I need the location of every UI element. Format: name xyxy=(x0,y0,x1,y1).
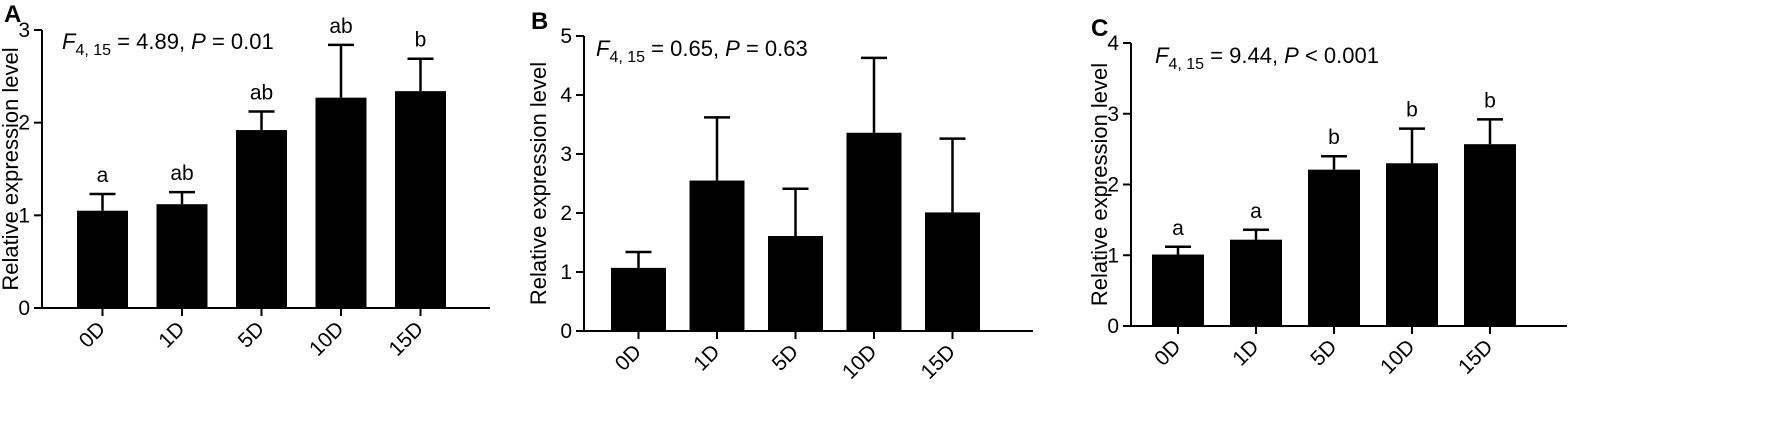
bar xyxy=(846,132,902,331)
bar xyxy=(611,267,666,331)
significance-letter: ab xyxy=(170,162,193,185)
panel-b: B F4, 15 = 0.65, P = 0.63 Relative express… xyxy=(526,8,1033,384)
x-tick-label: 5D xyxy=(1306,335,1341,370)
x-tick-label: 10D xyxy=(838,340,882,384)
bar xyxy=(236,130,287,308)
x-tick-label: 15D xyxy=(385,317,429,361)
x-tick-label: 1D xyxy=(1228,335,1263,370)
bar xyxy=(77,210,128,308)
x-tick-label: 1D xyxy=(689,340,724,375)
bar xyxy=(689,180,745,331)
x-tick-label: 1D xyxy=(154,317,189,352)
y-tick-label: 1 xyxy=(560,261,572,284)
y-axis-title: Relative expression level xyxy=(0,47,23,290)
y-tick-label: 5 xyxy=(560,25,572,48)
y-tick-label: 4 xyxy=(1107,32,1119,55)
panel-c: C F4, 15 = 9.44, P < 0.001 Relative expres… xyxy=(1087,15,1567,379)
stat-annotation: F4, 15 = 0.65, P = 0.63 xyxy=(596,36,808,66)
stat-annotation: F4, 15 = 4.89, P = 0.01 xyxy=(62,29,274,59)
significance-letter: b xyxy=(415,29,427,52)
significance-letter: b xyxy=(1328,126,1340,149)
y-tick-label: 2 xyxy=(1107,174,1119,197)
significance-letter: ab xyxy=(329,15,352,38)
y-tick-label: 0 xyxy=(18,297,30,320)
bar xyxy=(768,236,823,331)
y-tick-label: 2 xyxy=(560,202,572,225)
bar xyxy=(925,212,980,331)
significance-letter: b xyxy=(1406,99,1418,122)
y-axis-title: Relative expression level xyxy=(526,62,551,305)
bar xyxy=(1464,144,1516,326)
bar xyxy=(315,97,367,308)
bar xyxy=(1230,239,1282,326)
x-tick-label: 15D xyxy=(917,340,961,384)
y-tick-label: 2 xyxy=(18,112,30,135)
bar xyxy=(156,204,208,308)
y-tick-label: 1 xyxy=(1107,244,1119,267)
significance-letter: ab xyxy=(250,82,273,105)
y-axis-title: Relative expression level xyxy=(1087,63,1112,306)
x-tick-label: 5D xyxy=(234,317,269,352)
panel-letter: B xyxy=(531,8,548,35)
stat-annotation: F4, 15 = 9.44, P < 0.001 xyxy=(1155,43,1379,73)
y-tick-label: 1 xyxy=(18,204,30,227)
x-tick-label: 0D xyxy=(1150,335,1185,370)
panel-letter: C xyxy=(1091,15,1108,42)
x-tick-label: 15D xyxy=(1454,335,1498,379)
significance-letter: a xyxy=(1250,200,1262,223)
x-tick-label: 0D xyxy=(75,317,110,352)
panel-letter: A xyxy=(4,1,21,28)
significance-letter: b xyxy=(1484,89,1496,112)
x-tick-label: 5D xyxy=(768,340,803,375)
x-tick-label: 10D xyxy=(1376,335,1420,379)
significance-letter: a xyxy=(97,164,109,187)
bar xyxy=(1308,169,1360,326)
bar xyxy=(395,91,446,308)
x-tick-label: 10D xyxy=(305,317,349,361)
bar xyxy=(1152,254,1204,326)
bar xyxy=(1386,163,1438,326)
y-tick-label: 0 xyxy=(1107,315,1119,338)
y-tick-label: 3 xyxy=(18,19,30,42)
panel-a: A F4, 15 = 4.89, P = 0.01 Relative express… xyxy=(0,1,490,361)
y-tick-label: 4 xyxy=(560,84,572,107)
x-tick-label: 0D xyxy=(611,340,646,375)
y-tick-label: 3 xyxy=(560,143,572,166)
significance-letter: a xyxy=(1172,217,1184,240)
y-tick-label: 0 xyxy=(560,320,572,343)
y-tick-label: 3 xyxy=(1107,103,1119,126)
